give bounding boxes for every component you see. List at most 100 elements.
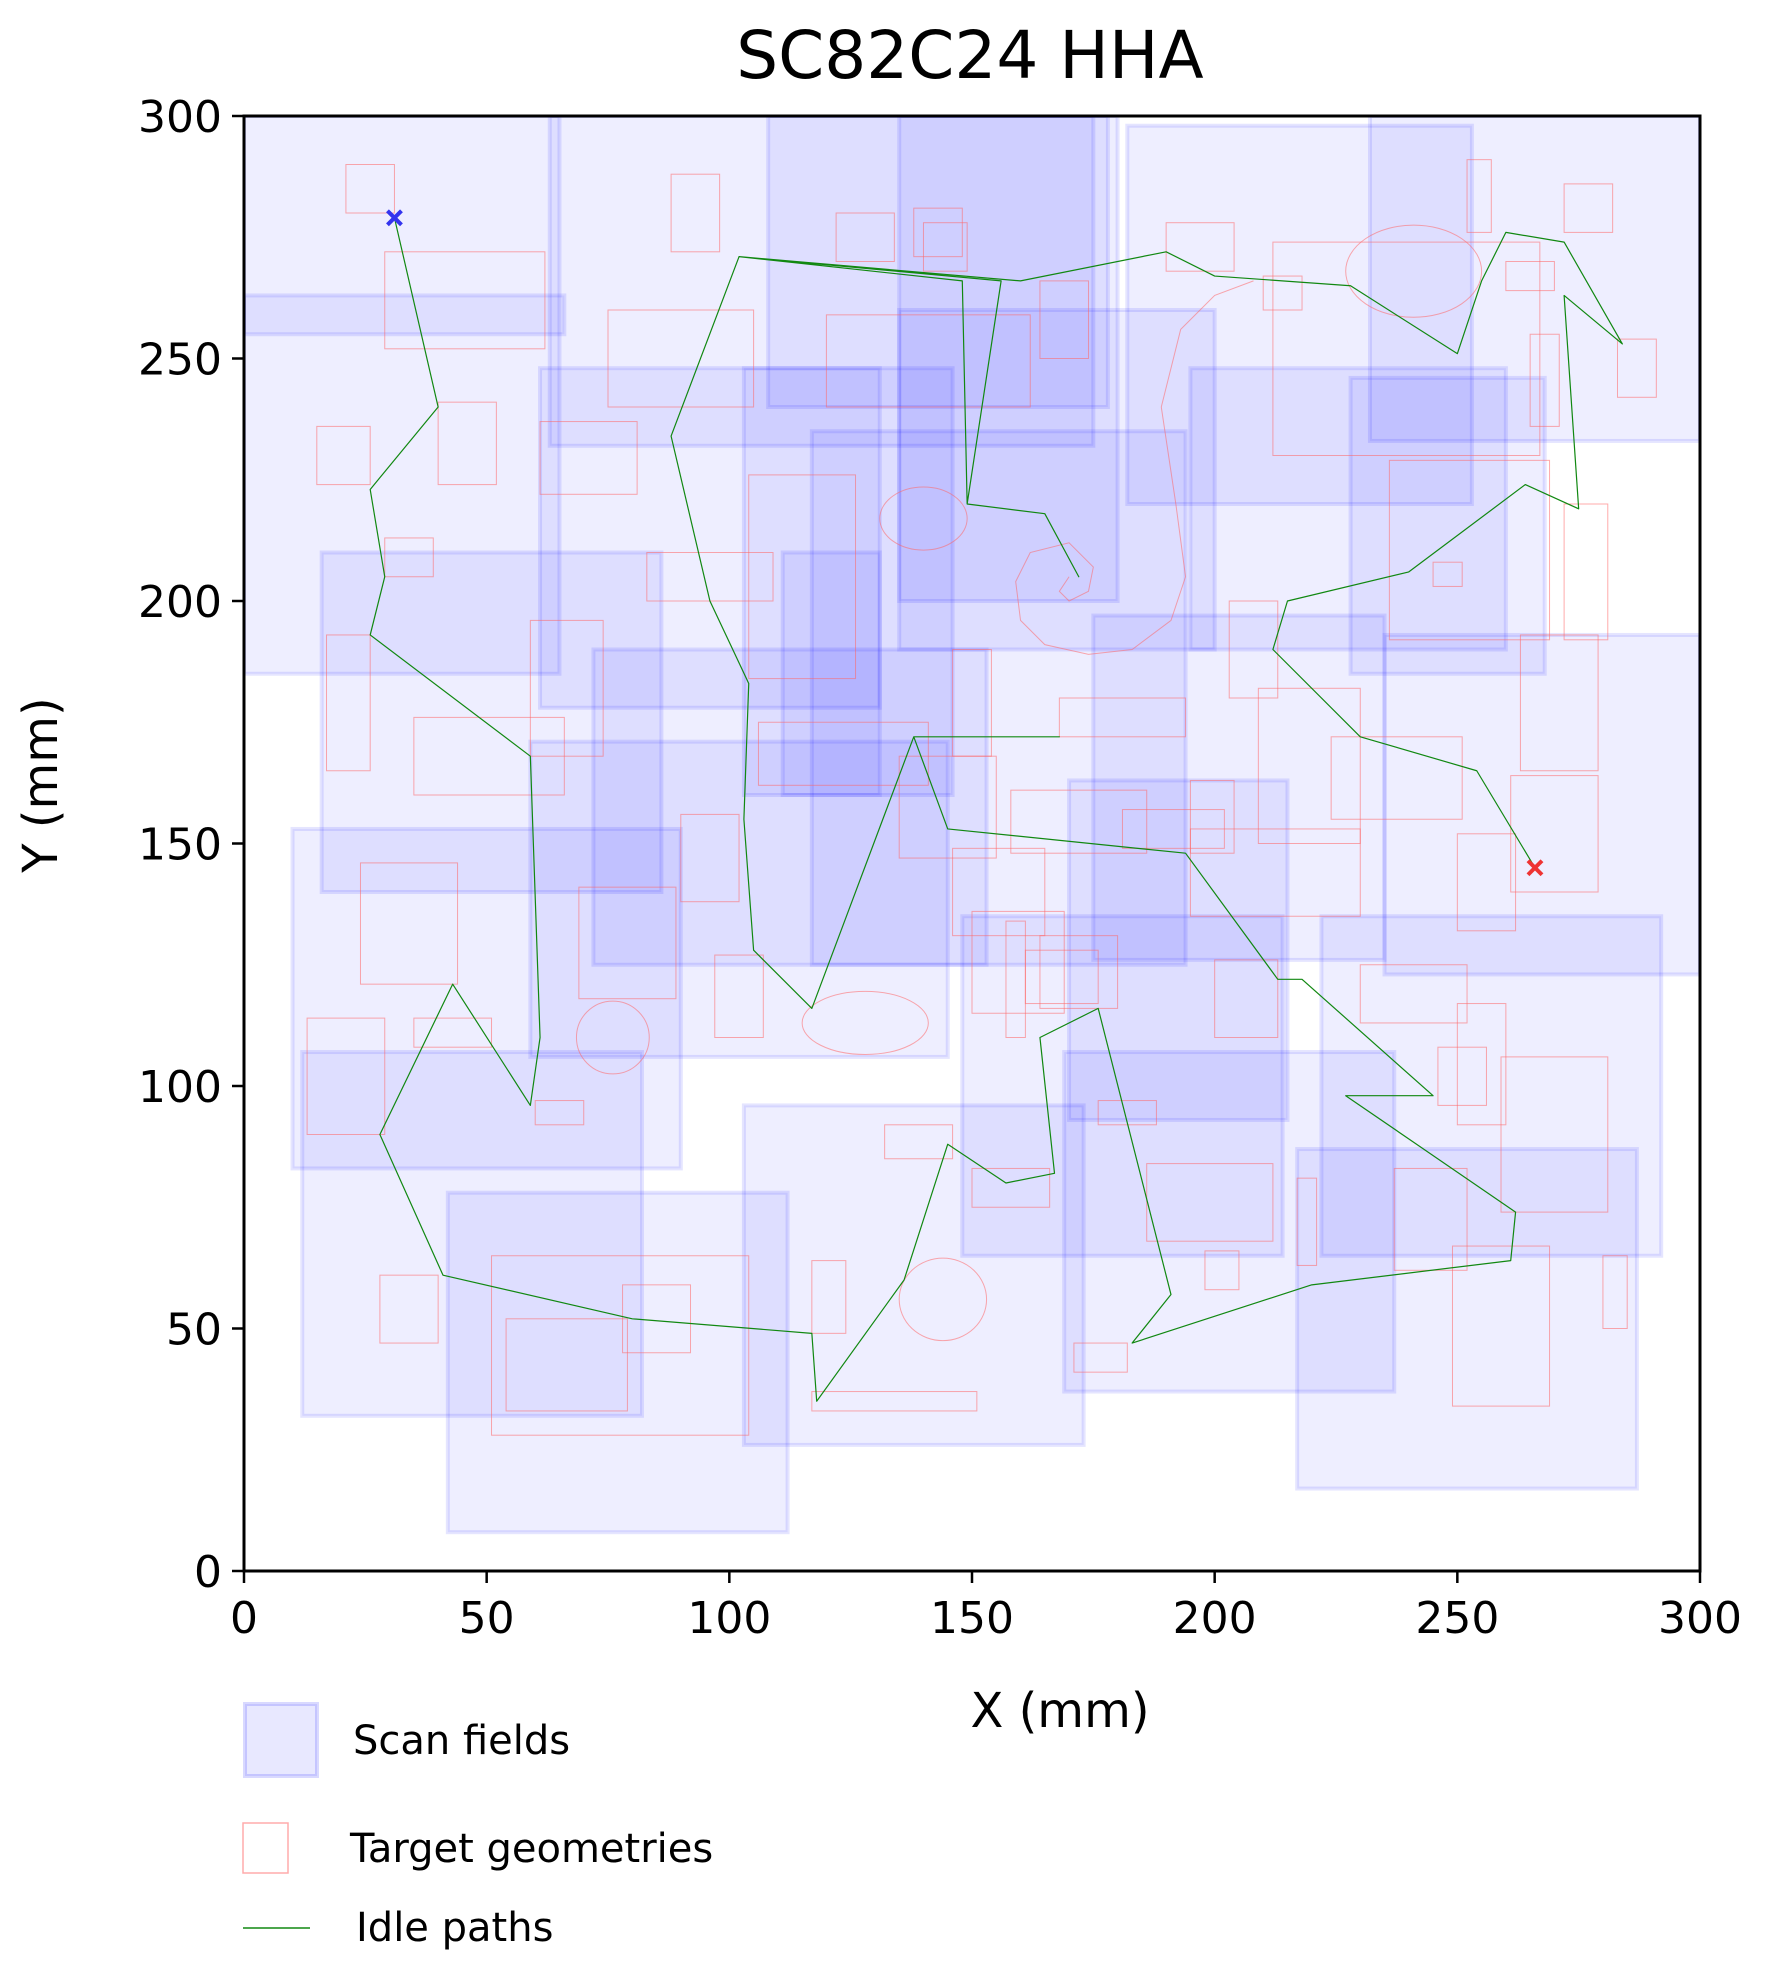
y-tick-label-3: 150 [138, 820, 222, 871]
target-geometry-3 [607, 309, 755, 408]
target-geometry-20 [1466, 159, 1492, 233]
scan-field-0 [244, 116, 562, 676]
scan-field-11 [1125, 123, 1474, 506]
target-geometry-4 [539, 421, 638, 495]
scan-field-20 [960, 914, 1285, 1258]
legend-swatch-scan-fields [243, 1702, 319, 1778]
target-ellipse-3 [898, 1257, 988, 1342]
scan-field-8 [897, 308, 1217, 652]
scan-field-4 [244, 293, 567, 337]
target-geometry-61 [505, 1318, 628, 1412]
scan-field-6 [319, 550, 664, 894]
target-geometry-69 [714, 954, 764, 1038]
target-geometry-63 [306, 1017, 386, 1135]
scan-field-15 [1382, 632, 1700, 977]
x-tick-label-1: 50 [459, 1593, 515, 1644]
x-tick-label-5: 250 [1415, 1593, 1499, 1644]
target-geometry-16 [825, 314, 1031, 408]
x-tick-label-4: 200 [1173, 1593, 1257, 1644]
target-geometry-60 [491, 1255, 750, 1436]
target-geometry-6 [316, 425, 371, 486]
target-geometry-8 [326, 634, 371, 772]
x-tick-label-2: 100 [687, 1593, 771, 1644]
target-geometry-5 [437, 401, 497, 486]
y-tick-label-4: 200 [138, 577, 222, 628]
target-geometry-74 [1039, 935, 1119, 1009]
target-geometry-71 [898, 755, 997, 859]
target-geometry-35 [1359, 964, 1468, 1024]
target-geometry-57 [811, 1391, 978, 1412]
x-tick-label-3: 150 [930, 1593, 1014, 1644]
target-geometry-53 [1204, 1250, 1240, 1291]
target-geometry-58 [811, 1260, 847, 1334]
target-geometry-38 [1437, 1046, 1487, 1106]
scan-field-25 [1091, 613, 1387, 962]
target-geometry-65 [534, 1100, 585, 1126]
target-geometry-43 [1214, 959, 1279, 1039]
target-geometry-73 [1058, 697, 1187, 738]
target-geometry-75 [913, 207, 963, 258]
target-ellipse-4 [1345, 224, 1483, 318]
scan-field-9 [741, 366, 955, 797]
target-geometry-10 [529, 619, 604, 757]
target-geometry-32 [1519, 634, 1599, 772]
target-geometry-45 [1121, 809, 1225, 849]
end-marker [1526, 859, 1544, 877]
y-tick-label-2: 100 [138, 1062, 222, 1113]
target-geometry-18 [1262, 275, 1303, 311]
scan-field-21 [1067, 778, 1290, 1122]
target-geometry-54 [1073, 1342, 1128, 1373]
target-geometry-55 [971, 1167, 1051, 1208]
target-geometry-30 [1189, 779, 1235, 854]
scan-field-19 [741, 1103, 1086, 1447]
target-geometry-26 [1432, 561, 1463, 587]
y-axis-label: Y (mm) [13, 697, 69, 874]
target-geometry-25 [1388, 459, 1551, 641]
target-geometry-56 [884, 1124, 954, 1160]
target-geometry-34 [1456, 833, 1517, 932]
target-geometry-72 [952, 649, 992, 757]
scan-field-13 [1348, 375, 1547, 676]
target-geometry-2 [670, 173, 721, 253]
y-tick-label-6: 300 [138, 92, 222, 143]
x-axis-label: X (mm) [970, 1683, 1149, 1739]
target-geometry-64 [413, 1017, 493, 1048]
scan-field-18 [445, 1190, 790, 1535]
chart-title: SC82C24 HHA [736, 17, 1203, 94]
scan-field-23 [1319, 914, 1664, 1258]
target-geometry-66 [359, 862, 459, 985]
target-geometry-50 [1024, 949, 1099, 1005]
legend-label-scan-fields: Scan fields [353, 1718, 570, 1764]
target-geometry-27 [1563, 503, 1609, 641]
target-geometry-12 [748, 474, 857, 680]
y-tick-label-5: 250 [138, 335, 222, 386]
target-geometry-52 [1146, 1163, 1274, 1242]
scan-field-17 [300, 1050, 644, 1418]
target-geometry-19 [1272, 241, 1541, 456]
scan-field-12 [1367, 116, 1700, 443]
x-tick-label-0: 0 [230, 1593, 258, 1644]
y-tick-label-1: 50 [166, 1305, 222, 1356]
target-geometry-15 [1039, 280, 1089, 359]
target-geometry-46 [1010, 789, 1148, 854]
target-geometry-62 [379, 1274, 439, 1344]
target-geometry-36 [1456, 1003, 1507, 1126]
legend-swatch-target-geometries [242, 1822, 289, 1874]
start-marker [386, 209, 403, 227]
y-tick-label-0: 0 [194, 1547, 222, 1598]
target-geometry-17 [1165, 222, 1235, 272]
target-geometry-42 [1296, 1177, 1318, 1266]
target-spiral [1015, 280, 1254, 655]
target-geometry-31 [1330, 736, 1463, 820]
scan-field-22 [1062, 1050, 1397, 1394]
axes: 0 50 100 150 200 250 300 0 50 100 150 200 250 300 [138, 92, 1742, 1644]
target-geometry-29 [1257, 687, 1361, 844]
target-geometry-47 [952, 847, 1046, 937]
target-geometry-40 [1602, 1255, 1628, 1329]
target-geometry-28 [1228, 600, 1279, 699]
legend-label-idle-paths: Idle paths [356, 1905, 553, 1951]
target-geometry-68 [680, 813, 740, 903]
scan-field-27 [780, 550, 882, 797]
target-geometry-1 [384, 251, 546, 350]
